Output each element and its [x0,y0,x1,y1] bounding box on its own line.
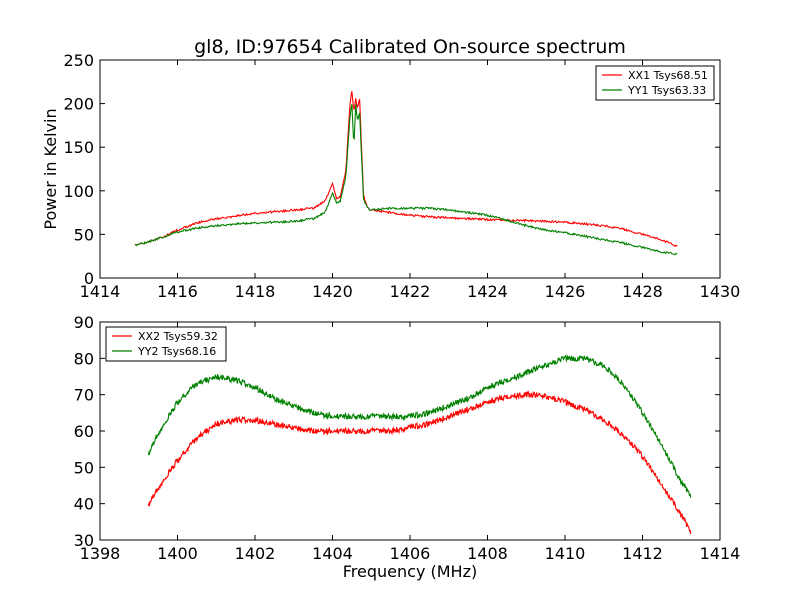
y-tick-label: 100 [63,182,94,201]
x-tick-label: 1408 [467,544,508,563]
chart-title: gl8, ID:97654 Calibrated On-source spect… [194,36,626,58]
y-tick-label: 50 [74,458,94,477]
y-tick-label: 50 [74,225,94,244]
y-tick-label: 250 [63,51,94,70]
x-tick-label: 1418 [235,282,276,301]
x-tick-label: 1406 [390,544,431,563]
x-tick-label: 1424 [467,282,508,301]
y-tick-label: 70 [74,386,94,405]
x-tick-label: 1428 [622,282,663,301]
x-tick-label: 1422 [390,282,431,301]
chart-panels: 1414 1416 1418 1420 1422 1424 1426 1428 14300501… [63,51,740,563]
chart-panel-1: 1414 1416 1418 1420 1422 1424 1426 1428 1430 0 50 1… [63,51,740,301]
y-tick-label: 200 [63,95,94,114]
legend-box [105,326,227,362]
y-tick-label: 80 [74,349,94,368]
y-tick-label: 0 [84,269,94,288]
y-tick-label: 150 [63,138,94,157]
legend-box [595,65,715,101]
x-tick-label: 1404 [312,544,353,563]
x-tick-label: 1398 [80,544,121,563]
y-tick-label: 60 [74,422,94,441]
x-tick-label: 1416 [157,282,198,301]
y-tick-label: 40 [74,495,94,514]
series-line-1-2 [134,104,678,256]
legend-label: XX1 Tsys68.51 [628,69,708,82]
y-axis-label: Power in Kelvin [41,108,60,229]
x-tick-label: 1402 [235,544,276,563]
legend-label: YY1 Tsys63.33 [627,84,706,97]
x-tick-label: 1430 [700,282,741,301]
x-axis-label: Frequency (MHz) [343,562,477,581]
legend: XX2 Tsys59.32 YY2 Tsys68.16 [105,326,227,362]
y-tick-label: 30 [74,531,94,550]
series-line-2-1 [147,390,692,535]
series-line-2-2 [147,354,692,498]
x-tick-label: 1420 [312,282,353,301]
x-tick-label: 1400 [157,544,198,563]
x-tick-label: 1426 [545,282,586,301]
y-tick-label: 90 [74,313,94,332]
x-tick-label: 1412 [622,544,663,563]
x-tick-label: 1414 [80,282,121,301]
legend: XX1 Tsys68.51 YY1 Tsys63.33 [595,65,715,101]
x-tick-label: 1410 [545,544,586,563]
x-tick-label: 1414 [700,544,741,563]
legend-label: XX2 Tsys59.32 [138,330,218,343]
legend-label: YY2 Tsys68.16 [137,345,216,358]
series-line-1-1 [134,91,678,247]
chart-panel-2: 1398 1400 1402 1404 1406 1408 1410 1412 1414 30 40… [74,313,741,563]
